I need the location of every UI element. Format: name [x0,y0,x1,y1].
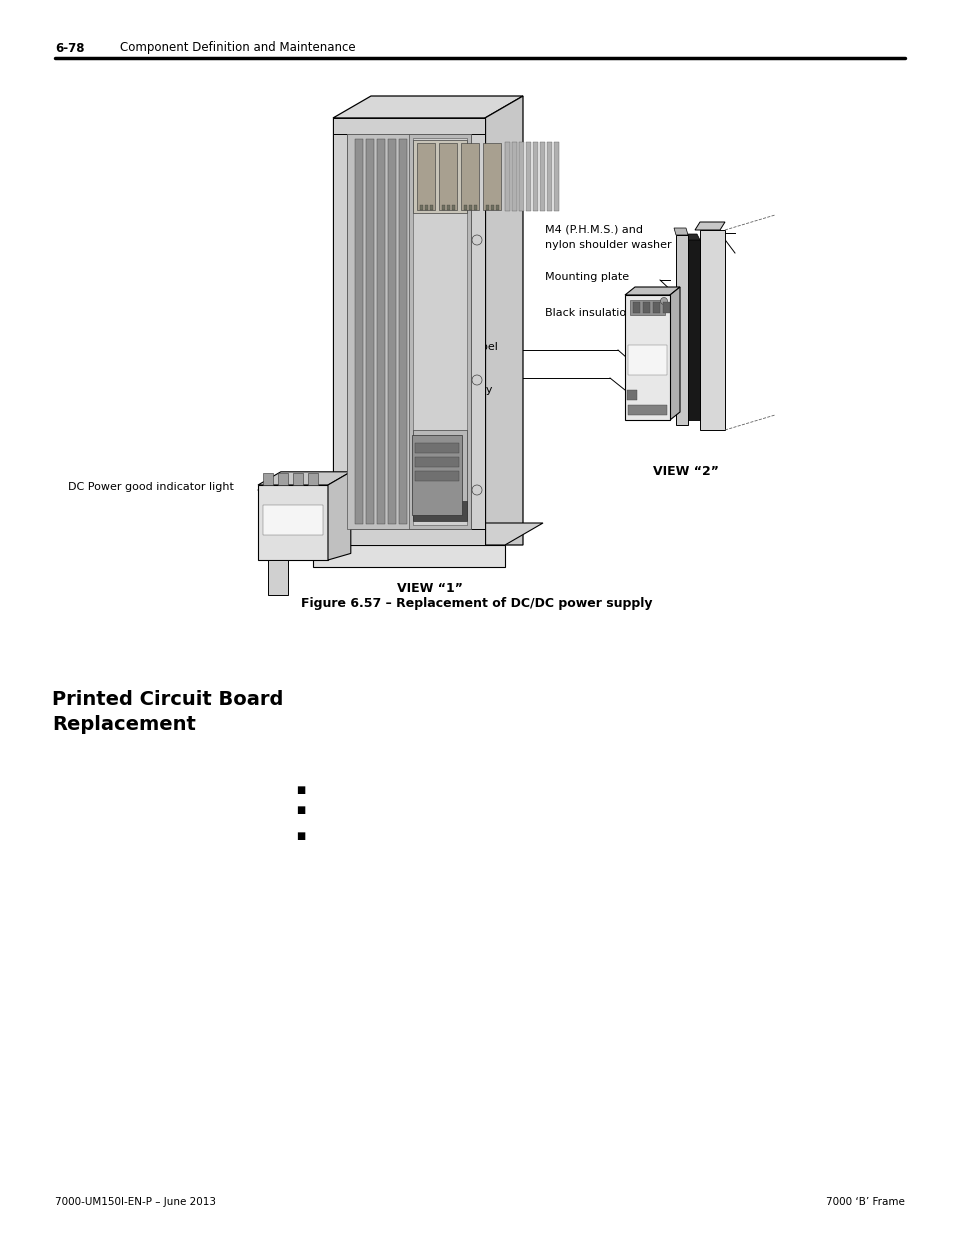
Text: VIEW “1”: VIEW “1” [396,582,462,595]
Polygon shape [308,473,317,485]
Polygon shape [263,473,273,485]
Polygon shape [482,143,500,210]
Polygon shape [687,240,700,420]
Polygon shape [257,472,351,485]
Polygon shape [695,222,724,230]
Text: Black insulation: Black insulation [544,308,633,317]
Polygon shape [438,143,456,210]
Polygon shape [627,345,666,375]
Polygon shape [263,505,323,535]
Polygon shape [347,135,409,529]
Polygon shape [413,140,467,212]
Polygon shape [441,205,444,210]
Text: Replacement: Replacement [52,715,195,734]
Polygon shape [293,473,303,485]
Polygon shape [518,142,523,211]
Polygon shape [554,142,558,211]
Polygon shape [412,435,461,515]
Polygon shape [413,501,467,521]
Polygon shape [471,119,484,545]
Polygon shape [415,471,458,480]
Polygon shape [413,138,467,525]
Polygon shape [452,205,455,210]
Polygon shape [268,559,288,595]
Polygon shape [333,529,484,545]
Polygon shape [469,205,472,210]
Polygon shape [669,287,679,420]
Circle shape [659,298,667,305]
Polygon shape [652,303,659,312]
Polygon shape [496,205,498,210]
Polygon shape [355,140,363,524]
Polygon shape [366,140,374,524]
Polygon shape [277,473,288,485]
Polygon shape [415,443,458,453]
Polygon shape [424,205,428,210]
Text: DC/DC: DC/DC [417,370,454,380]
Text: M4 (P.H.M.S.) and: M4 (P.H.M.S.) and [544,225,642,235]
Polygon shape [642,303,649,312]
Polygon shape [347,135,471,529]
Polygon shape [430,205,433,210]
Circle shape [472,485,481,495]
Polygon shape [333,119,347,545]
Polygon shape [415,457,458,467]
Polygon shape [546,142,552,211]
Text: nylon shoulder washer: nylon shoulder washer [544,240,671,249]
Polygon shape [512,142,517,211]
Text: 7000-UM150I-EN-P – June 2013: 7000-UM150I-EN-P – June 2013 [55,1197,215,1207]
Polygon shape [629,300,664,315]
Polygon shape [627,405,666,415]
Polygon shape [460,143,478,210]
Text: 7000 ‘B’ Frame: 7000 ‘B’ Frame [825,1197,904,1207]
Text: Printed Circuit Board: Printed Circuit Board [52,690,283,709]
Polygon shape [328,472,351,559]
Text: Part ID label: Part ID label [430,342,497,352]
Polygon shape [333,119,484,135]
Text: ■: ■ [295,831,305,841]
Polygon shape [388,140,395,524]
Circle shape [472,235,481,245]
Text: DC Power good indicator light: DC Power good indicator light [68,482,233,492]
Polygon shape [700,230,724,430]
Text: ■: ■ [295,805,305,815]
Polygon shape [626,390,637,400]
Polygon shape [463,205,467,210]
Polygon shape [398,140,407,524]
Text: ■: ■ [295,785,305,795]
Polygon shape [533,142,537,211]
Text: VIEW “2”: VIEW “2” [653,466,719,478]
Polygon shape [413,430,467,520]
Polygon shape [416,143,435,210]
Polygon shape [504,142,510,211]
Polygon shape [419,205,422,210]
Polygon shape [624,295,669,420]
Polygon shape [333,119,484,545]
Polygon shape [633,303,639,312]
Polygon shape [662,303,669,312]
Polygon shape [313,522,542,545]
Circle shape [472,375,481,385]
Polygon shape [684,233,700,240]
Polygon shape [474,205,476,210]
Text: M6  (H.H.T.R.S.): M6 (H.H.T.R.S.) [310,548,396,558]
Polygon shape [257,485,328,559]
Polygon shape [447,205,450,210]
Polygon shape [624,287,679,295]
Polygon shape [376,140,385,524]
Text: Component Definition and Maintenance: Component Definition and Maintenance [120,42,355,54]
Polygon shape [673,228,687,235]
Text: power supply: power supply [417,385,492,395]
Polygon shape [539,142,544,211]
Text: 6-78: 6-78 [55,42,85,54]
Polygon shape [525,142,531,211]
Polygon shape [491,205,494,210]
Polygon shape [485,205,489,210]
Polygon shape [676,235,687,425]
Polygon shape [313,545,504,567]
Polygon shape [484,96,522,545]
Text: Figure 6.57 – Replacement of DC/DC power supply: Figure 6.57 – Replacement of DC/DC power… [301,597,652,610]
Text: Mounting plate: Mounting plate [544,272,628,282]
Polygon shape [333,96,522,119]
